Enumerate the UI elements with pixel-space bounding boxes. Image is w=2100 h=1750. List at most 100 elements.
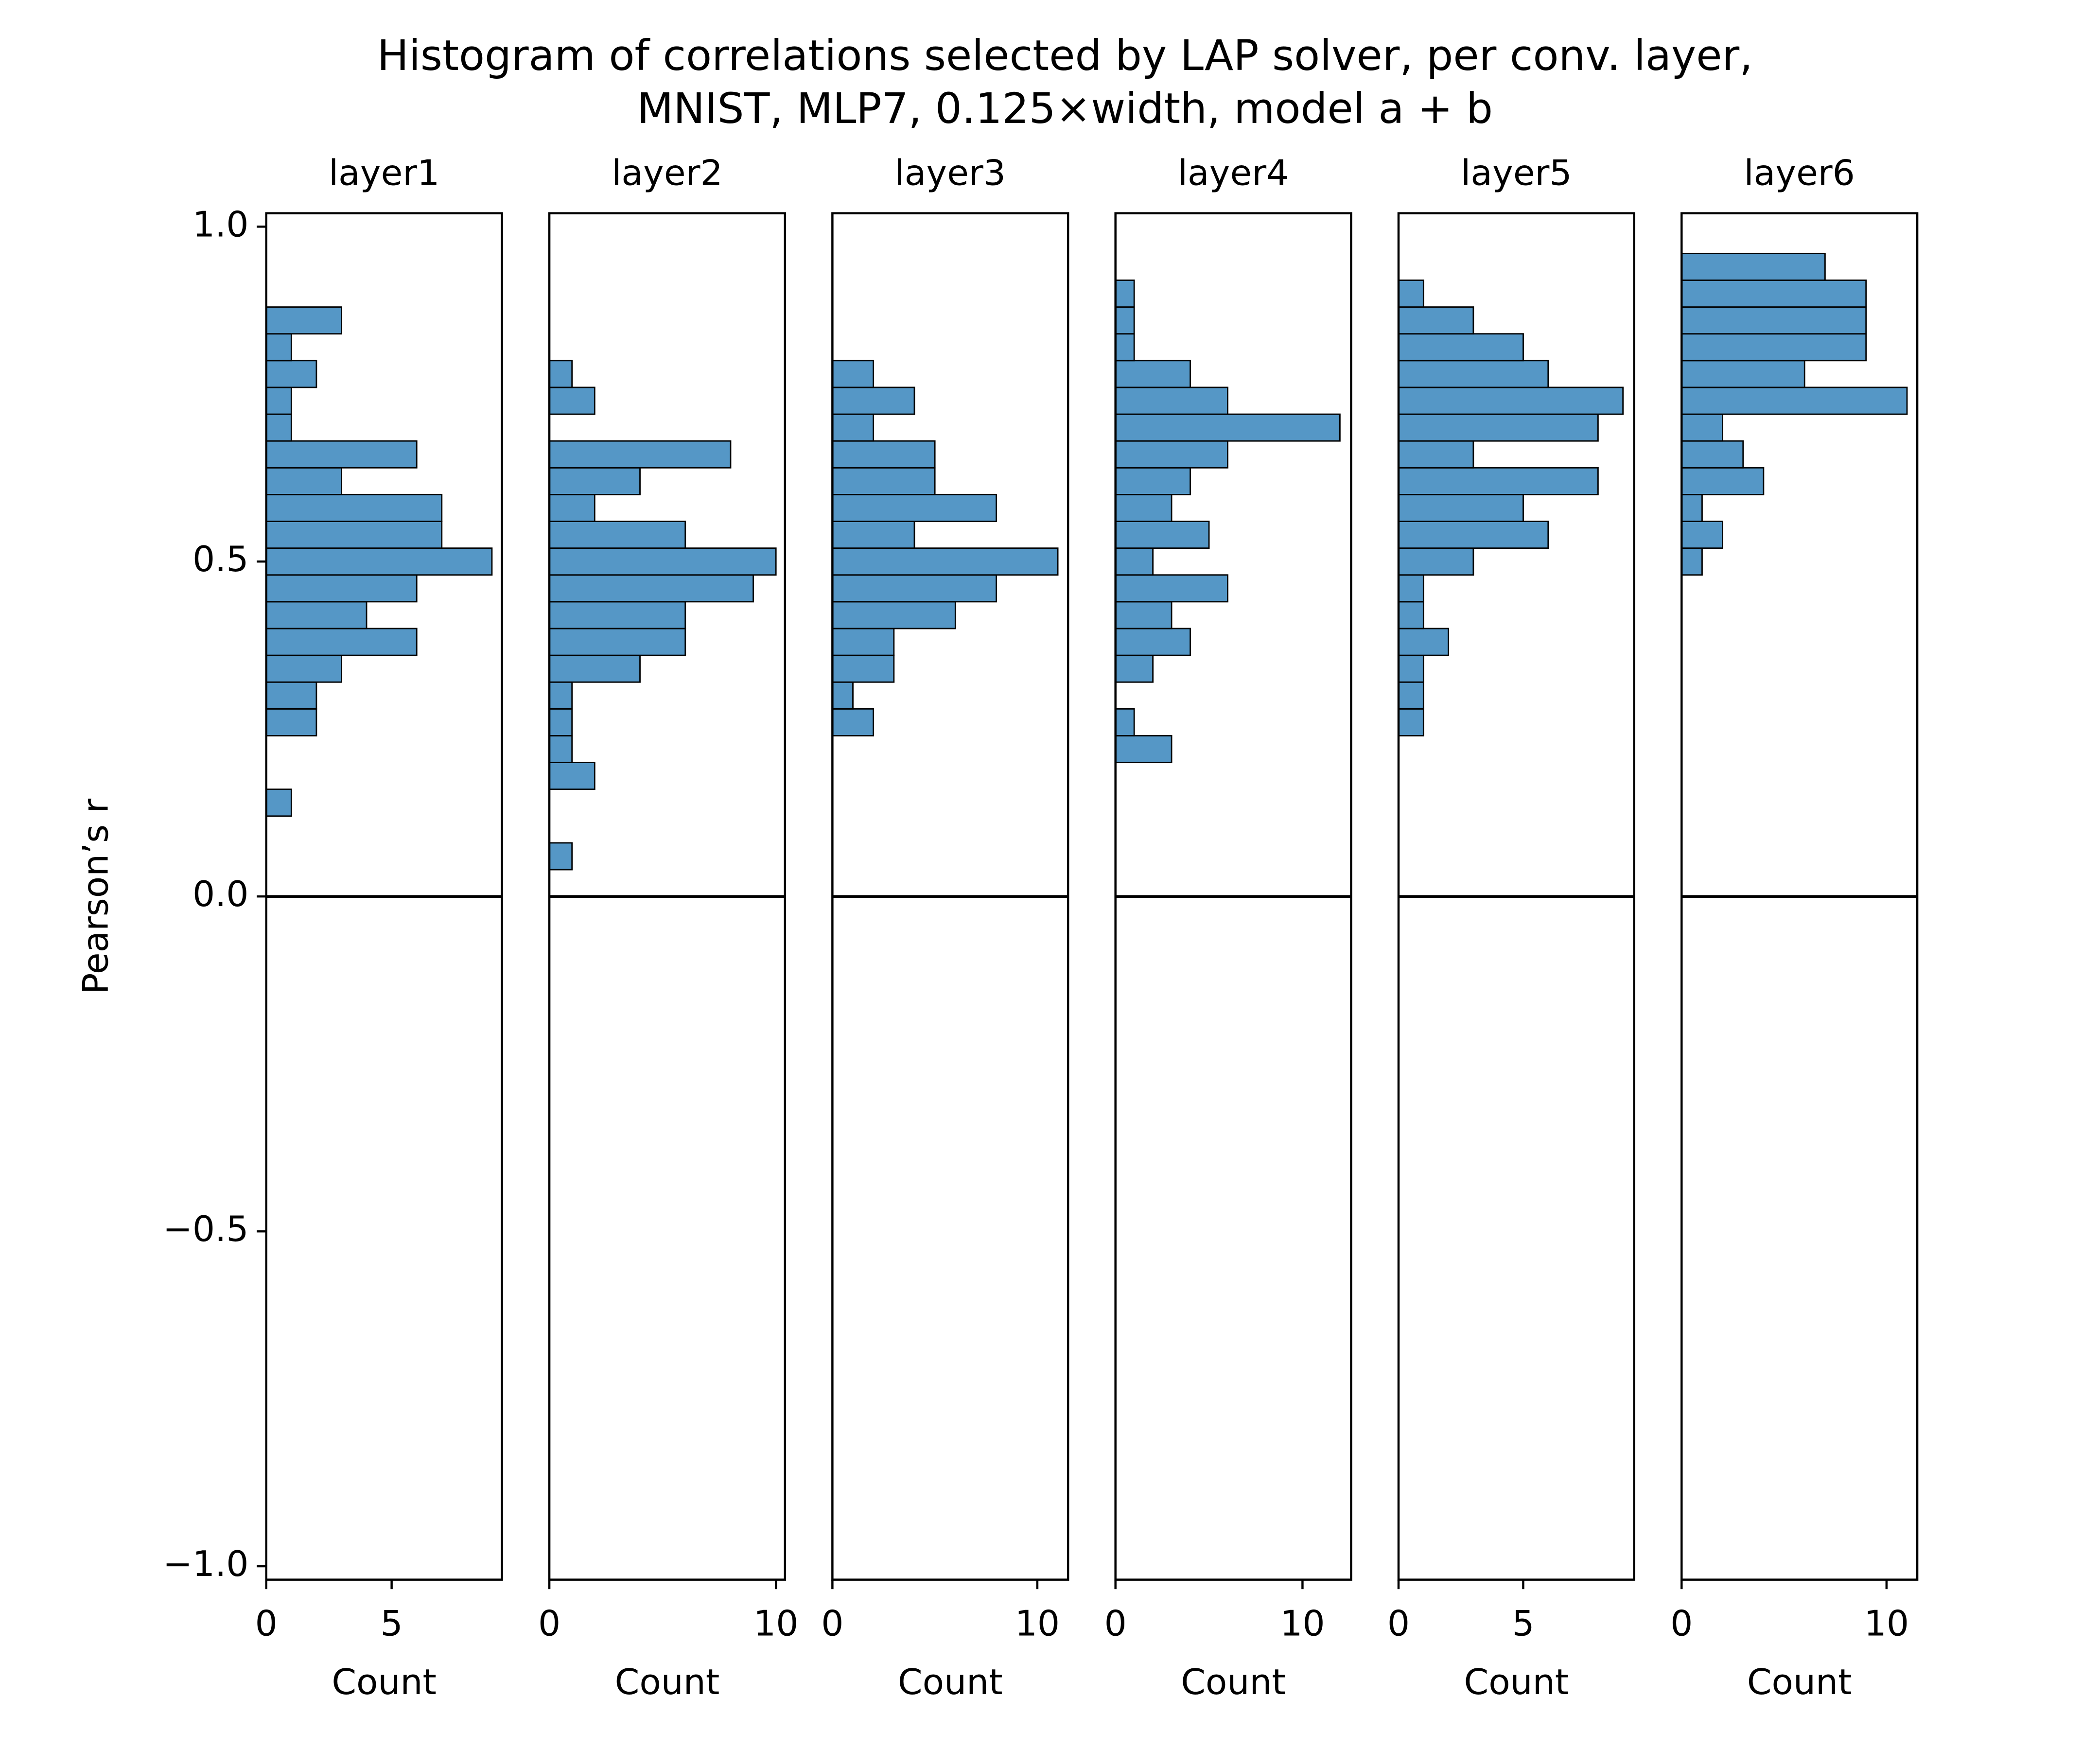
x-tick-label: 5 — [381, 1604, 403, 1645]
histogram-bar — [548, 521, 686, 549]
histogram-bar — [1680, 467, 1765, 495]
histogram-bar — [265, 628, 418, 656]
histogram-bar — [1115, 628, 1191, 656]
histogram-bar — [1398, 628, 1449, 656]
histogram-bar — [831, 708, 875, 736]
histogram-bar — [548, 601, 686, 630]
histogram-bar — [1398, 306, 1474, 335]
axes-frame — [831, 212, 1069, 1581]
x-tick-label: 10 — [1864, 1604, 1909, 1645]
y-tick-label: 0.5 — [192, 539, 249, 580]
histogram-bar — [831, 440, 936, 469]
histogram-bar — [831, 360, 875, 388]
histogram-bar — [1115, 306, 1135, 335]
histogram-bar — [265, 494, 443, 522]
histogram-bar — [265, 574, 418, 603]
histogram-bar — [548, 628, 686, 656]
figure-title: MNIST, MLP7, 0.125×width, model a + b — [637, 85, 1493, 133]
histogram-bar — [831, 494, 998, 522]
histogram-bar — [1115, 280, 1135, 308]
histogram-bar — [1398, 708, 1424, 736]
histogram-bar — [548, 708, 573, 736]
histogram-bar — [265, 788, 292, 817]
histogram-bar — [265, 654, 342, 683]
histogram-bar — [548, 735, 573, 763]
histogram-bar — [548, 654, 641, 683]
histogram-bar — [1115, 735, 1172, 763]
histogram-bar — [1115, 601, 1172, 630]
histogram-bar — [1680, 306, 1867, 335]
histogram-bar — [1680, 440, 1744, 469]
histogram-bar — [1398, 547, 1474, 576]
histogram-bar — [1115, 708, 1135, 736]
histogram-bar — [1398, 413, 1599, 442]
histogram-bar — [548, 547, 777, 576]
axes-frame — [1680, 212, 1919, 1581]
histogram-bar — [1680, 521, 1723, 549]
histogram-bar — [1398, 494, 1524, 522]
histogram-bar — [1398, 521, 1549, 549]
histogram-bar — [265, 708, 317, 736]
x-axis-label: Count — [332, 1662, 437, 1703]
y-tick-label: −1.0 — [163, 1544, 248, 1585]
histogram-bar — [1398, 440, 1474, 469]
histogram-bar — [1115, 333, 1135, 362]
histogram-bar — [831, 601, 956, 630]
axes-title: layer1 — [329, 153, 439, 193]
histogram-bar — [265, 601, 368, 630]
histogram-bar — [1115, 521, 1210, 549]
histogram-bar — [265, 413, 292, 442]
histogram-bar — [1115, 494, 1172, 522]
histogram-bar — [265, 467, 342, 495]
x-axis-label: Count — [615, 1662, 720, 1703]
histogram-bar — [831, 467, 936, 495]
histogram-bar — [548, 386, 595, 415]
histogram-bar — [265, 547, 493, 576]
y-axis-label: Pearson’s r — [75, 799, 116, 995]
y-tick-label: 1.0 — [192, 204, 249, 245]
axes-title: layer2 — [612, 153, 722, 193]
histogram-bar — [548, 494, 595, 522]
x-tick-label: 10 — [1280, 1604, 1325, 1645]
x-axis-label: Count — [1747, 1662, 1852, 1703]
x-tick-label: 0 — [1387, 1604, 1410, 1645]
histogram-bar — [1680, 547, 1703, 576]
x-axis-label: Count — [898, 1662, 1003, 1703]
y-tick-label: 0.0 — [192, 874, 249, 915]
histogram-bar — [831, 386, 915, 415]
axes-title: layer5 — [1461, 153, 1572, 193]
histogram-bar — [1680, 333, 1867, 362]
histogram-bar — [1115, 574, 1228, 603]
histogram-bar — [831, 574, 998, 603]
histogram-bar — [265, 521, 443, 549]
histogram-bar — [548, 574, 754, 603]
histogram-bar — [831, 681, 854, 710]
histogram-bar — [1115, 440, 1228, 469]
histogram-bar — [548, 681, 573, 710]
histogram-bar — [1680, 252, 1826, 281]
histogram-bar — [1398, 360, 1549, 388]
axes-frame — [1114, 212, 1352, 1581]
axes-title: layer3 — [895, 153, 1006, 193]
histogram-bar — [1115, 386, 1228, 415]
histogram-bar — [1115, 413, 1341, 442]
histogram-bar — [831, 654, 895, 683]
figure-title: Histogram of correlations selected by LA… — [377, 32, 1753, 80]
histogram-bar — [1398, 386, 1624, 415]
histogram-bar — [265, 386, 292, 415]
histogram-bar — [548, 842, 573, 871]
x-axis-label: Count — [1181, 1662, 1286, 1703]
histogram-bar — [265, 440, 418, 469]
x-tick-label: 0 — [255, 1604, 278, 1645]
x-tick-label: 0 — [1104, 1604, 1127, 1645]
histogram-bar — [265, 306, 342, 335]
axes-title: layer6 — [1744, 153, 1855, 193]
histogram-bar — [831, 521, 915, 549]
histogram-bar — [831, 628, 895, 656]
axes-title: layer4 — [1178, 153, 1289, 193]
axes-frame — [1397, 212, 1636, 1581]
histogram-bar — [1115, 360, 1191, 388]
histogram-bar — [1680, 360, 1805, 388]
histogram-bar — [1115, 547, 1154, 576]
